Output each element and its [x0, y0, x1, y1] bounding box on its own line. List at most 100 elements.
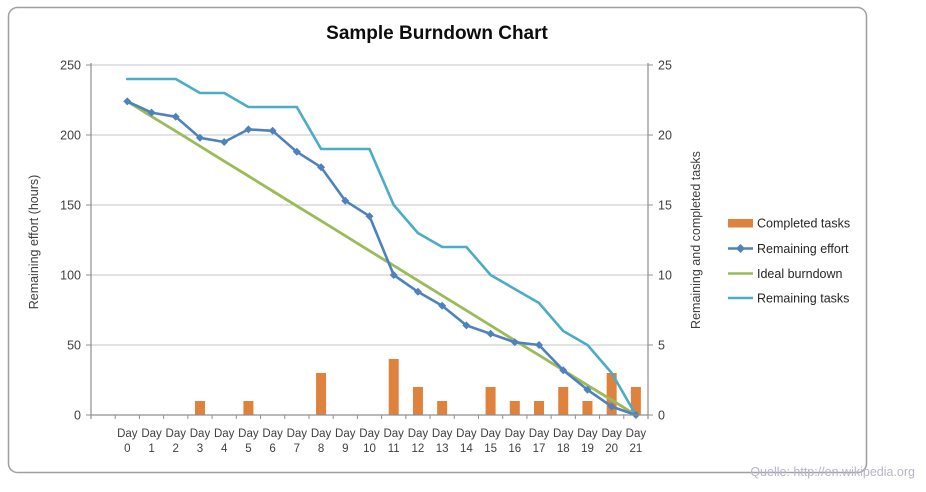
- remaining-effort-point-day-1: [147, 108, 156, 117]
- right-axis-tick-label: 5: [658, 339, 665, 353]
- x-axis-label-day-word: Day: [359, 428, 380, 440]
- chart-title: Sample Burndown Chart: [326, 23, 548, 44]
- bar-completed-tasks-day-12: [412, 387, 423, 415]
- x-axis-label-day-number: 2: [173, 443, 179, 455]
- remaining-effort-point-day-7: [292, 147, 301, 156]
- bar-completed-tasks-day-20: [606, 373, 617, 415]
- remaining-effort-point-day-12: [413, 287, 422, 296]
- bar-completed-tasks-day-21: [630, 387, 641, 415]
- bar-completed-tasks-day-15: [485, 387, 496, 415]
- remaining-effort-point-day-5: [244, 125, 253, 134]
- remaining-effort-point-day-18: [559, 366, 568, 375]
- x-axis-label-day-number: 17: [533, 443, 546, 455]
- x-axis-label-day-number: 12: [412, 443, 425, 455]
- remaining-effort-point-day-3: [195, 133, 204, 142]
- x-axis-label-day-word: Day: [335, 428, 356, 440]
- x-axis-label-day-number: 19: [581, 443, 594, 455]
- x-axis-label-day-word: Day: [432, 428, 453, 440]
- remaining-effort-point-day-14: [462, 321, 471, 330]
- left-axis-tick-label: 150: [60, 199, 81, 213]
- x-axis-label-day-number: 8: [318, 443, 324, 455]
- left-axis-tick-labels: 0 50 100 150 200 250: [60, 59, 81, 423]
- x-axis-label-day-word: Day: [553, 428, 574, 440]
- remaining-effort-point-day-4: [220, 138, 229, 146]
- ideal-burndown-line: [125, 100, 638, 417]
- legend-label-ideal-burndown: Ideal burndown: [757, 267, 843, 281]
- x-axis-label-day-word: Day: [117, 428, 138, 440]
- x-axis-label-day-number: 13: [436, 443, 449, 455]
- line-series: [123, 77, 640, 419]
- remaining-effort-point-day-8: [317, 163, 326, 172]
- remaining-effort-point-day-13: [438, 301, 447, 310]
- x-axis-label-day-word: Day: [529, 428, 550, 440]
- left-axis-tick-label: 0: [74, 409, 81, 423]
- x-axis-label-day-word: Day: [311, 428, 332, 440]
- x-axis-label-day-number: 16: [508, 443, 521, 455]
- left-axis-tick-label: 250: [60, 59, 81, 73]
- right-axis-tick-label: 0: [658, 409, 665, 423]
- x-axis-label-day-number: 18: [557, 443, 570, 455]
- x-axis-label-day-number: 20: [605, 443, 618, 455]
- remaining-effort-point-day-10: [365, 212, 374, 221]
- legend-swatch-completed-tasks: [728, 219, 753, 228]
- x-axis-label-day-word: Day: [480, 428, 501, 440]
- x-axis-label-day-word: Day: [238, 428, 259, 440]
- bar-completed-tasks-day-11: [388, 359, 399, 415]
- x-axis-label-day-number: 15: [484, 443, 497, 455]
- right-axis-tick-label: 10: [658, 269, 672, 283]
- x-axis-label-day-word: Day: [287, 428, 308, 440]
- axes: [86, 63, 653, 419]
- bar-completed-tasks-day-13: [437, 401, 448, 415]
- right-axis-tick-label: 25: [658, 59, 672, 73]
- remaining-effort-point-day-6: [268, 126, 277, 135]
- x-axis-label-day-number: 7: [294, 443, 300, 455]
- legend-label-completed-tasks: Completed tasks: [757, 217, 850, 231]
- bar-completed-tasks-day-17: [534, 401, 545, 415]
- x-axis-label-day-number: 1: [148, 443, 154, 455]
- x-axis-label-day-word: Day: [214, 428, 235, 440]
- remaining-effort-point-day-2: [171, 112, 180, 121]
- x-axis-label-day-number: 3: [197, 443, 203, 455]
- x-axis-label-day-number: 11: [388, 443, 400, 455]
- left-axis-title: Remaining effort (hours): [27, 175, 41, 310]
- x-axis-label-day-word: Day: [456, 428, 477, 440]
- x-axis-label-day-word: Day: [383, 428, 404, 440]
- x-axis-label-day-number: 5: [245, 443, 251, 455]
- remaining-effort-point-day-19: [583, 385, 592, 394]
- left-axis-tick-label: 50: [67, 339, 81, 353]
- x-axis-label-day-word: Day: [601, 428, 622, 440]
- x-axis-label-day-word: Day: [262, 428, 283, 440]
- x-axis-label-day-number: 9: [342, 443, 348, 455]
- x-axis-label-day-number: 0: [124, 443, 130, 455]
- right-axis-tick-label: 20: [658, 129, 672, 143]
- x-axis-label-day-word: Day: [577, 428, 598, 440]
- x-axis-label-day-word: Day: [166, 428, 187, 440]
- legend: Completed tasks Remaining effort Ideal b…: [728, 217, 850, 306]
- x-axis-label-day-number: 6: [269, 443, 275, 455]
- x-axis-label-day-word: Day: [190, 428, 211, 440]
- legend-label-remaining-tasks: Remaining tasks: [757, 292, 849, 306]
- x-axis-label-day-word: Day: [626, 428, 647, 440]
- source-attribution: Quelle: http://en.wikipedia.org: [750, 465, 915, 479]
- x-axis-label-day-word: Day: [408, 428, 429, 440]
- chart-area-border: [7, 6, 868, 474]
- remaining-effort-point-day-17: [535, 341, 544, 349]
- remaining-effort-line: [126, 100, 638, 417]
- remaining-effort-point-day-16: [510, 338, 519, 347]
- bar-completed-tasks-day-19: [582, 401, 593, 415]
- legend-label-remaining-effort: Remaining effort: [757, 242, 849, 256]
- remaining-effort-point-day-9: [341, 196, 350, 205]
- remaining-effort-point-day-15: [486, 329, 495, 338]
- remaining-effort-point-day-20: [607, 402, 616, 411]
- left-axis-tick-label: 100: [60, 269, 81, 283]
- right-axis-tick-labels: 0 5 10 15 20 25: [658, 59, 672, 423]
- remaining-effort-point-day-0: [123, 97, 132, 106]
- left-axis-tick-label: 200: [60, 129, 81, 143]
- x-axis-label-day-number: 10: [363, 443, 376, 455]
- remaining-tasks-line: [126, 77, 638, 417]
- x-axis-label-day-number: 4: [221, 443, 228, 455]
- remaining-effort-point-day-11: [389, 271, 398, 279]
- x-axis-label-day-number: 21: [629, 443, 642, 455]
